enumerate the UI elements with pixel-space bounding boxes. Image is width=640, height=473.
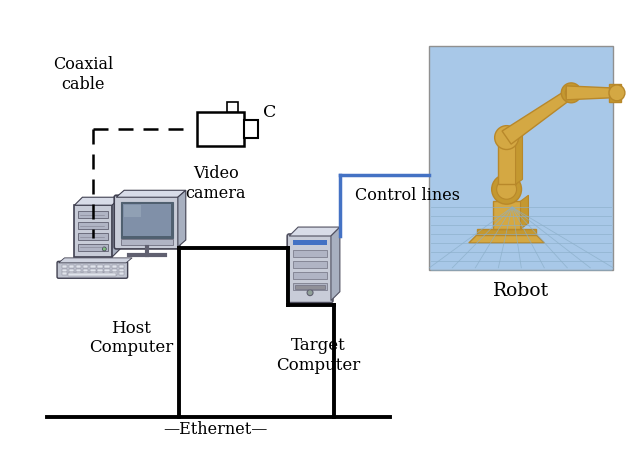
Bar	[293, 272, 327, 279]
Bar	[293, 283, 327, 289]
Circle shape	[497, 179, 516, 199]
Bar	[104, 272, 110, 275]
Polygon shape	[520, 195, 529, 229]
Bar	[609, 84, 621, 102]
FancyBboxPatch shape	[57, 262, 127, 278]
Text: Host
Computer: Host Computer	[89, 319, 173, 356]
Bar	[97, 265, 103, 268]
Bar	[293, 261, 327, 268]
Polygon shape	[116, 190, 186, 197]
Bar	[68, 265, 74, 268]
Bar	[61, 272, 67, 275]
Polygon shape	[178, 190, 186, 247]
Bar	[477, 229, 536, 235]
Polygon shape	[58, 258, 132, 263]
Circle shape	[492, 175, 522, 204]
Bar	[119, 269, 124, 272]
Text: Robot: Robot	[493, 282, 549, 300]
Polygon shape	[469, 235, 545, 243]
Bar	[121, 202, 173, 238]
Circle shape	[565, 87, 577, 99]
Bar	[119, 265, 124, 268]
Bar	[76, 272, 81, 275]
Bar	[83, 265, 88, 268]
Bar	[68, 273, 116, 276]
Text: Target
Computer: Target Computer	[276, 337, 360, 374]
Bar	[68, 269, 74, 272]
Bar	[227, 102, 239, 112]
Polygon shape	[112, 197, 120, 257]
Bar	[498, 140, 516, 184]
Text: Control lines: Control lines	[355, 187, 460, 204]
Polygon shape	[289, 227, 340, 236]
Bar	[123, 204, 171, 236]
Polygon shape	[566, 86, 611, 100]
Text: —Ethernet—: —Ethernet—	[163, 421, 268, 438]
Bar	[79, 222, 108, 229]
Bar	[124, 205, 141, 217]
Bar	[79, 211, 108, 218]
Bar	[104, 269, 110, 272]
Text: Video
camera: Video camera	[186, 166, 246, 202]
Bar	[196, 112, 244, 146]
Bar	[97, 269, 103, 272]
FancyBboxPatch shape	[114, 195, 180, 249]
Polygon shape	[502, 89, 574, 144]
Polygon shape	[516, 135, 522, 184]
Bar	[90, 269, 95, 272]
Bar	[493, 201, 520, 229]
Bar	[121, 239, 173, 245]
Circle shape	[561, 83, 581, 103]
Bar	[111, 269, 117, 272]
Bar	[83, 269, 88, 272]
Polygon shape	[74, 205, 112, 257]
Text: C: C	[263, 104, 276, 121]
Polygon shape	[331, 227, 340, 301]
Bar	[76, 269, 81, 272]
Bar	[295, 285, 325, 289]
Text: Coaxial
cable: Coaxial cable	[53, 56, 113, 93]
Circle shape	[495, 126, 518, 149]
Bar	[68, 272, 74, 275]
Bar	[244, 120, 259, 138]
Bar	[79, 244, 108, 251]
Circle shape	[102, 247, 106, 251]
Bar	[293, 240, 327, 245]
Bar	[293, 250, 327, 257]
Bar	[429, 46, 613, 270]
Bar	[90, 272, 95, 275]
Bar	[76, 265, 81, 268]
Bar	[61, 269, 67, 272]
Circle shape	[609, 85, 625, 101]
Bar	[79, 233, 108, 240]
Bar	[119, 272, 124, 275]
Bar	[83, 272, 88, 275]
Bar	[97, 272, 103, 275]
Bar	[90, 265, 95, 268]
Bar	[111, 265, 117, 268]
Bar	[111, 272, 117, 275]
Polygon shape	[74, 197, 120, 205]
FancyBboxPatch shape	[287, 234, 333, 303]
Bar	[61, 265, 67, 268]
Bar	[104, 265, 110, 268]
Circle shape	[307, 289, 313, 296]
